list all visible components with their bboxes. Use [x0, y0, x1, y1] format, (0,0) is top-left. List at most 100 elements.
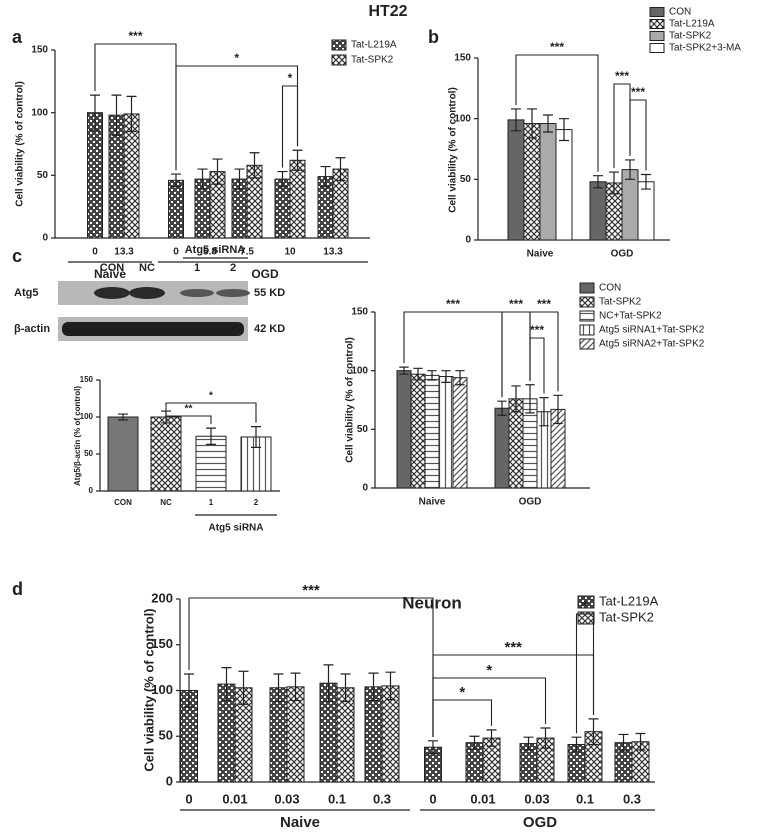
- significance-bracket: [613, 83, 631, 169]
- y-axis-label: Cell viability (% of control): [141, 608, 156, 771]
- error-bar: [428, 740, 438, 755]
- group-label: OGD: [523, 814, 557, 831]
- bar: [507, 119, 525, 241]
- error-bar: [543, 114, 553, 133]
- bar: [424, 374, 440, 489]
- error-bar: [525, 384, 535, 414]
- row-label: β-actin: [14, 323, 50, 335]
- y-tick-label: 0: [465, 235, 471, 246]
- error-bar: [249, 152, 260, 179]
- error-bar: [197, 168, 208, 190]
- y-tick-label: 200: [151, 590, 173, 605]
- significance-label: *: [459, 684, 465, 701]
- significance-bracket: [629, 99, 647, 171]
- lane-label: CON: [100, 262, 125, 274]
- y-axis-label: Cell viability (% of control): [345, 337, 356, 463]
- chart-title: HT22: [368, 3, 407, 20]
- error-bar: [399, 366, 409, 375]
- y-tick-label: 100: [80, 412, 94, 421]
- error-bar: [206, 427, 216, 445]
- x-tick-label: 5.8: [203, 247, 217, 258]
- error-bar: [323, 664, 334, 703]
- y-tick-label: 100: [151, 682, 173, 697]
- y-tick-label: 0: [166, 773, 173, 788]
- y-tick-label: 150: [151, 636, 173, 651]
- x-tick-label: 0.03: [524, 791, 549, 806]
- bar: [410, 373, 426, 489]
- error-bar: [234, 168, 245, 190]
- error-bar: [221, 667, 232, 702]
- legend-label: Tat-SPK2: [669, 31, 712, 42]
- y-tick-label: 0: [362, 483, 368, 494]
- error-bar: [126, 95, 137, 133]
- x-tick-label: 0.03: [274, 791, 299, 806]
- y-axis-label: Cell viability (% of control): [448, 87, 459, 213]
- row-label: Atg5: [14, 287, 38, 299]
- legend-swatch: [579, 296, 595, 308]
- y-tick-label: 150: [31, 45, 48, 56]
- error-bar: [635, 732, 646, 751]
- x-tick-label: 2: [254, 498, 259, 507]
- x-tick-label: 0: [429, 791, 436, 806]
- x-tick-label: 0.3: [623, 791, 641, 806]
- group-label: Atg5 siRNA: [208, 523, 263, 534]
- significance-bracket: [432, 654, 595, 737]
- legend-label: Tat-SPK2+3-MA: [669, 43, 741, 54]
- group-label: Naive: [94, 267, 126, 281]
- significance-label: ***: [530, 323, 544, 337]
- y-tick-label: 50: [357, 424, 369, 435]
- y-tick-label: 50: [159, 728, 173, 743]
- legend-label: Atg5 siRNA1+Tat-SPK2: [599, 325, 705, 336]
- y-tick-label: 0: [89, 486, 94, 495]
- bar: [150, 416, 182, 492]
- error-bar: [588, 718, 599, 746]
- x-tick-label: 0: [92, 247, 98, 258]
- legend-swatch: [331, 54, 347, 66]
- error-bar: [523, 736, 534, 751]
- error-bar: [539, 397, 549, 427]
- error-bar: [290, 672, 301, 702]
- blot-band: [62, 322, 244, 336]
- lane-label: 2: [230, 262, 236, 274]
- y-tick-label: 100: [31, 107, 48, 118]
- significance-bracket: [575, 613, 595, 734]
- error-bar: [486, 729, 497, 747]
- legend-swatch: [649, 19, 665, 29]
- blot-band: [216, 289, 250, 297]
- significance-label: ***: [302, 582, 320, 599]
- panel-label: d: [12, 579, 23, 599]
- legend-swatch: [649, 7, 665, 17]
- error-bar: [641, 173, 651, 190]
- bar: [87, 112, 103, 239]
- significance-label: ***: [615, 69, 629, 83]
- error-bar: [320, 165, 331, 188]
- x-tick-label: 0.1: [576, 791, 594, 806]
- error-bar: [609, 171, 619, 195]
- bar: [494, 407, 510, 489]
- bar: [637, 181, 655, 241]
- blot-band: [180, 289, 214, 297]
- significance-label: *: [209, 391, 213, 402]
- bar: [555, 129, 573, 241]
- error-bar: [593, 175, 603, 189]
- x-tick-label: 0.1: [328, 791, 346, 806]
- significance-label: *: [288, 71, 293, 85]
- bar: [195, 435, 227, 492]
- group-label: Naive: [280, 814, 320, 831]
- legend-swatch: [579, 282, 595, 294]
- error-bar: [618, 733, 629, 752]
- significance-bracket: [515, 54, 599, 172]
- significance-bracket: [529, 337, 545, 394]
- error-bar: [527, 108, 537, 139]
- x-tick-label: 1: [209, 498, 214, 507]
- error-bar: [511, 385, 521, 413]
- significance-label: ***: [128, 29, 142, 43]
- lane-label: NC: [139, 262, 155, 274]
- blot-band: [94, 287, 130, 299]
- panel-label: a: [12, 27, 23, 47]
- x-tick-label: 0.01: [222, 791, 247, 806]
- legend-swatch: [579, 310, 595, 322]
- error-bar: [469, 735, 480, 750]
- significance-bracket: [175, 65, 299, 171]
